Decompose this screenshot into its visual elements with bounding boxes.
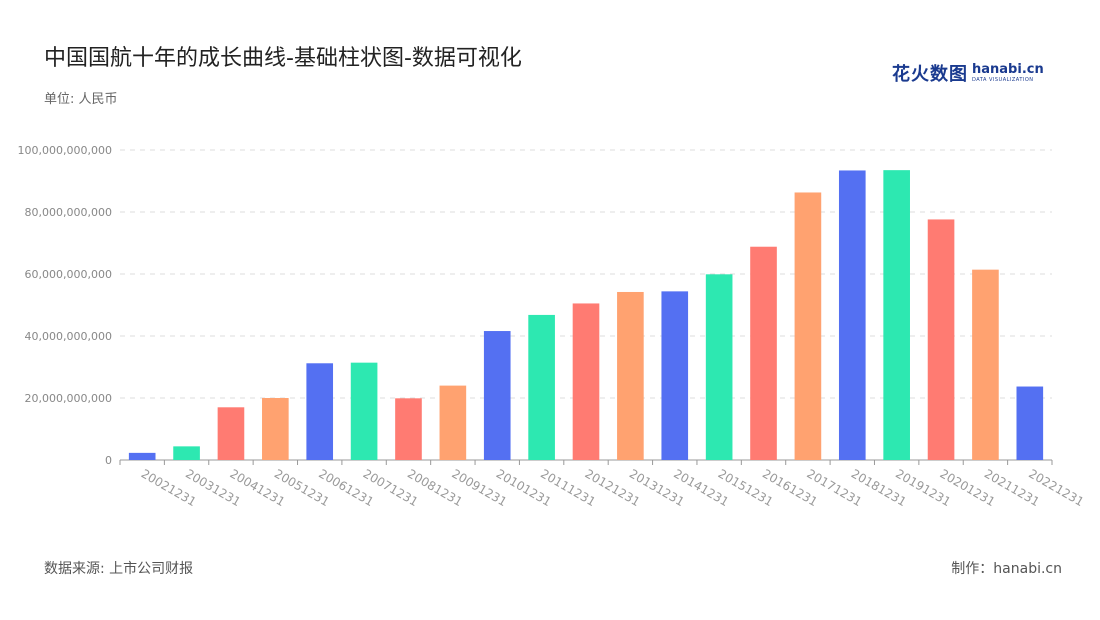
bar [528,314,555,460]
bar [750,246,777,460]
bar [262,398,289,460]
bar [572,303,600,460]
y-tick-label: 100,000,000,000 [18,144,112,157]
bar [439,385,467,460]
bar [173,446,200,460]
bar [395,398,422,460]
bar [972,269,999,460]
bar [306,363,334,460]
bar [838,170,866,460]
bar [483,331,511,460]
bar [927,219,955,460]
brand-tagline: DATA VISUALIZATION [972,77,1034,83]
y-tick-label: 40,000,000,000 [25,330,112,343]
credit-label: 制作：hanabi.cn [951,561,1062,577]
y-tick-label: 20,000,000,000 [25,392,112,405]
brand-name-cn: 花火数图 [892,64,968,85]
bar [705,274,733,460]
bar [128,452,156,460]
unit-label: 单位: 人民币 [44,92,118,107]
brand-name-en: hanabi.cn [972,62,1044,77]
y-tick-label: 80,000,000,000 [25,206,112,219]
bar [217,407,245,460]
y-tick-label: 60,000,000,000 [25,268,112,281]
bar [617,291,644,460]
bar [661,291,689,460]
brand-logo: 花火数图 hanabi.cn DATA VISUALIZATION [892,60,1044,86]
bar [883,170,910,460]
data-source: 数据来源: 上市公司财报 [44,561,194,577]
bar [350,362,378,460]
bar [794,192,822,460]
y-tick-label: 0 [105,454,112,467]
bar [1016,386,1044,460]
chart-title: 中国国航十年的成长曲线-基础柱状图-数据可视化 [44,46,522,71]
